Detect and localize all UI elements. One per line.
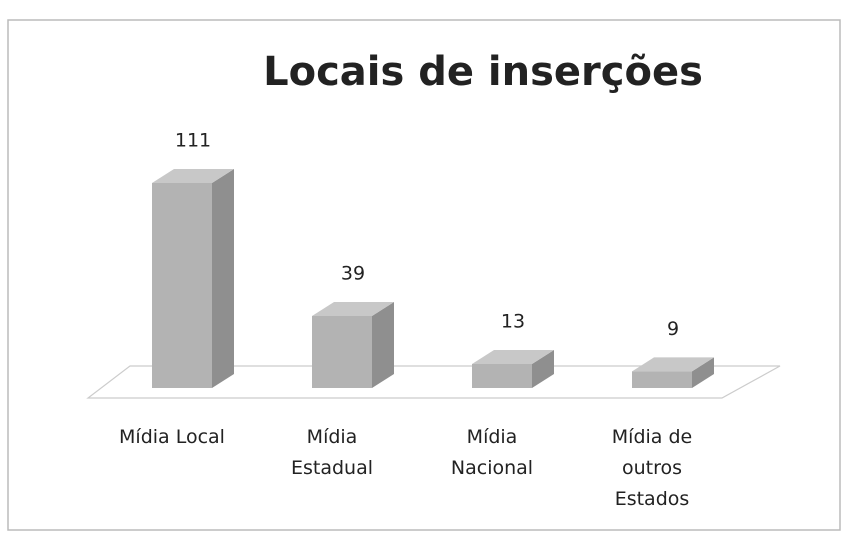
- bar-top: [472, 349, 554, 364]
- chart-title: Locais de inserções: [263, 49, 703, 95]
- bar-side: [372, 301, 394, 388]
- bar-top: [152, 169, 234, 183]
- data-label: 13: [501, 310, 525, 332]
- bar-front: [472, 363, 532, 388]
- bar-top: [632, 357, 714, 372]
- x-tick-label: Mídia Nacional: [450, 426, 534, 479]
- bar-side: [532, 349, 554, 388]
- bar: [632, 357, 714, 388]
- bar-side: [212, 169, 234, 388]
- bar: [472, 349, 554, 388]
- chart-frame: [7, 19, 841, 531]
- x-tick-label: Mídia Local: [119, 426, 225, 448]
- floor: [86, 365, 781, 399]
- bar-front: [312, 315, 372, 388]
- bar-side: [692, 357, 714, 388]
- data-label: 111: [175, 130, 211, 152]
- data-label: 9: [667, 318, 679, 340]
- bar: [312, 301, 394, 388]
- data-label: 39: [341, 262, 365, 284]
- x-tick-label: Mídia Estadual: [290, 426, 374, 479]
- bar: [152, 169, 234, 388]
- x-tick-label: Mídia de outros Estados: [611, 426, 693, 510]
- bar-front: [152, 183, 212, 388]
- bar-top: [312, 301, 394, 316]
- bar-front: [632, 371, 692, 388]
